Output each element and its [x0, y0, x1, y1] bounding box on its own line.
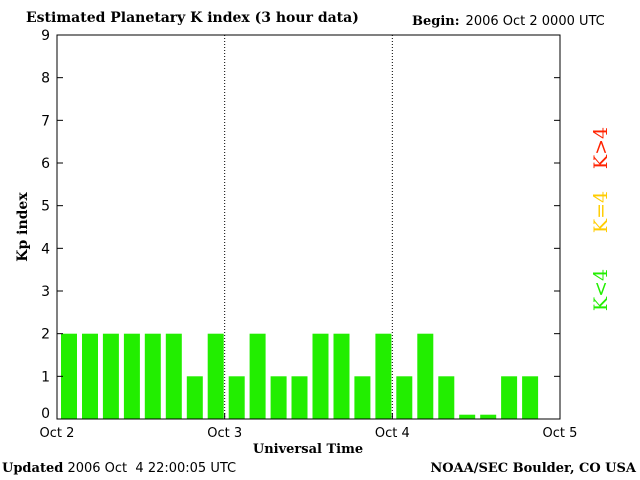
bar-4 — [144, 333, 161, 419]
bar-7 — [207, 333, 224, 419]
legend-k-greater-4: K>4 — [590, 126, 612, 170]
bar-8 — [228, 376, 245, 419]
updated-value: 2006 Oct 4 22:00:05 UTC — [67, 461, 237, 476]
y-tick-label: 3 — [41, 284, 50, 300]
bar-14 — [354, 376, 371, 419]
x-tick-label: Oct 3 — [207, 426, 242, 441]
bar-22 — [522, 376, 539, 419]
y-tick-label: 4 — [41, 241, 50, 257]
credit-text: NOAA/SEC Boulder, CO USA — [430, 461, 636, 476]
bar-12 — [312, 333, 329, 419]
y-tick-label: 8 — [41, 71, 50, 87]
y-tick-label: 7 — [41, 113, 50, 129]
y-tick-label: 5 — [41, 199, 50, 215]
bar-5 — [165, 333, 182, 419]
bar-3 — [123, 333, 140, 419]
x-axis-ticks: Oct 2 Oct 3 Oct 4 Oct 5 — [40, 35, 578, 441]
bar-2 — [102, 333, 119, 419]
y-tick-label: 2 — [41, 327, 50, 343]
bar-9 — [249, 333, 266, 419]
y-tick-label: 6 — [41, 156, 50, 172]
x-tick-label: Oct 2 — [40, 426, 75, 441]
bar-16 — [396, 376, 413, 419]
bar-21 — [501, 376, 518, 419]
updated-label: Updated — [2, 461, 64, 476]
bar-11 — [291, 376, 308, 419]
bar-6 — [186, 376, 203, 419]
chart-title: Estimated Planetary K index (3 hour data… — [26, 10, 359, 26]
bar-19 — [459, 414, 476, 419]
bar-1 — [82, 333, 98, 419]
bar-18 — [438, 376, 455, 419]
y-tick-label: 0 — [41, 406, 50, 422]
begin-value: 2006 Oct 2 0000 UTC — [465, 14, 605, 29]
bar-13 — [333, 333, 350, 419]
legend-k-less-4: K<4 — [590, 268, 612, 312]
bar-10 — [270, 376, 287, 419]
y-axis-label: Kp index — [15, 192, 31, 262]
x-tick-label: Oct 5 — [543, 426, 578, 441]
bar-20 — [480, 414, 497, 419]
bar-15 — [375, 333, 392, 419]
begin-block: Begin: 2006 Oct 2 0000 UTC — [412, 14, 605, 29]
legend-k-equal-4: K=4 — [590, 190, 612, 234]
y-axis-ticks: 0 1 2 3 4 5 6 7 8 9 — [41, 28, 560, 422]
begin-label: Begin: — [412, 14, 460, 29]
plot-frame — [56, 34, 561, 420]
updated-line: Updated 2006 Oct 4 22:00:05 UTC — [2, 461, 236, 476]
x-axis-label: Universal Time — [253, 442, 363, 457]
bar-0 — [61, 333, 77, 419]
y-tick-label: 1 — [41, 369, 50, 385]
y-tick-label: 9 — [41, 28, 50, 44]
bar-17 — [417, 333, 434, 419]
bars-group — [61, 333, 539, 419]
x-tick-label: Oct 4 — [375, 426, 410, 441]
